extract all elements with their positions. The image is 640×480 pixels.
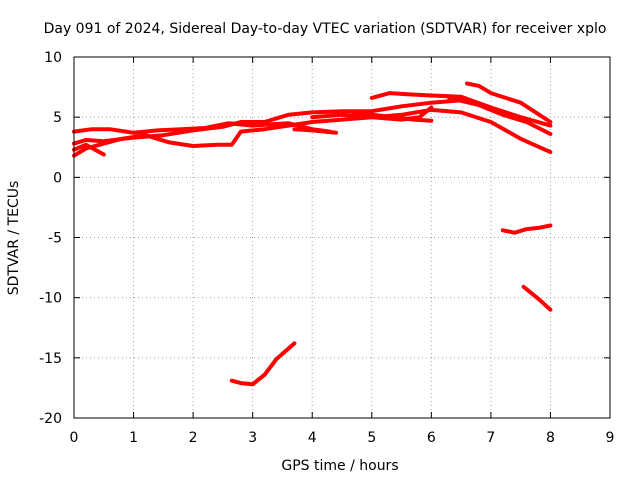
x-tick-label: 9: [606, 430, 615, 446]
y-tick-label: -10: [39, 291, 62, 307]
x-axis-label: GPS time / hours: [281, 458, 398, 474]
y-tick-label: 10: [44, 50, 62, 66]
y-tick-label: 0: [53, 170, 62, 186]
series-line-track-8: [369, 91, 493, 110]
x-tick-label: 3: [248, 430, 257, 446]
series-line-track-13: [229, 341, 297, 387]
series-line-track-10: [447, 95, 553, 136]
series-line-track-5: [292, 127, 338, 135]
x-tick-label: 8: [546, 430, 555, 446]
series-line-track-7: [351, 111, 434, 123]
series-line-track-4: [72, 142, 106, 157]
series-line-track-11: [500, 223, 553, 235]
series-line-track-6: [310, 105, 434, 122]
data-series-group: [72, 81, 553, 387]
x-tick-label: 1: [129, 430, 138, 446]
x-tick-label: 0: [70, 430, 79, 446]
y-tick-label: -20: [39, 411, 62, 427]
series-line-track-3: [72, 107, 553, 158]
series-line-track-9: [465, 81, 553, 124]
chart-title: Day 091 of 2024, Sidereal Day-to-day VTE…: [44, 21, 607, 37]
series-line-track-12: [521, 284, 553, 312]
x-tick-label: 6: [427, 430, 436, 446]
y-tick-label: 5: [53, 110, 62, 126]
x-tick-label: 4: [308, 430, 317, 446]
grid-lines: [74, 57, 610, 418]
x-tick-label: 7: [486, 430, 495, 446]
x-tick-label: 2: [189, 430, 198, 446]
y-axis-label: SDTVAR / TECUs: [6, 181, 22, 296]
axis-ticks: 0 1 2 3 4 5 6 7 8 9 -20 -15 -10 -5 0 5 10: [39, 50, 614, 446]
y-tick-label: -15: [39, 351, 62, 367]
y-tick-label: -5: [48, 231, 62, 247]
x-tick-label: 5: [367, 430, 376, 446]
